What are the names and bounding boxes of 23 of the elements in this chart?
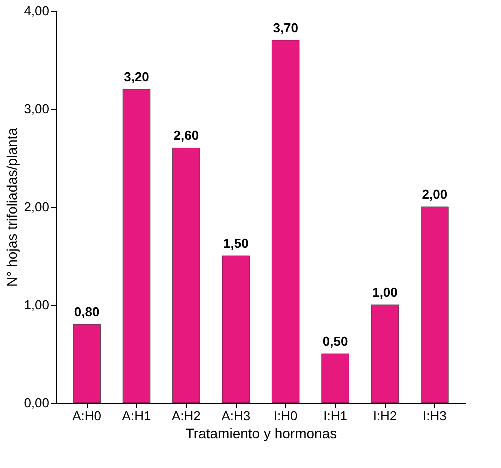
y-tick-label: 1,00	[24, 298, 50, 312]
x-tick-label: I:H0	[274, 408, 298, 424]
x-tick-label: A:H3	[222, 408, 251, 424]
data-label: 0,50	[322, 334, 348, 349]
x-tick-label: I:H1	[324, 408, 348, 424]
data-label: 2,00	[422, 187, 448, 202]
x-tick-label: A:H0	[72, 408, 102, 424]
x-tick-label: A:H2	[172, 408, 201, 424]
y-tick-label: 0,00	[24, 396, 50, 410]
y-tick-label: 3,00	[24, 102, 50, 116]
y-axis-title: N° hojas trifoliadas/planta	[4, 128, 20, 287]
x-tick-label: I:H3	[423, 408, 447, 424]
data-label: 1,00	[372, 285, 398, 300]
x-tick-label: A:H1	[122, 408, 152, 424]
y-tick-label: 2,00	[24, 200, 50, 214]
y-tick-label: 4,00	[24, 4, 50, 18]
data-label: 2,60	[174, 128, 200, 144]
x-axis-title: Tratamiento y hormonas	[186, 426, 338, 442]
data-label: 1,50	[223, 236, 249, 251]
x-tick-label: I:H2	[373, 408, 398, 424]
data-label: 3,70	[273, 20, 299, 36]
data-label: 3,20	[124, 69, 150, 84]
data-label: 0,80	[74, 304, 100, 320]
